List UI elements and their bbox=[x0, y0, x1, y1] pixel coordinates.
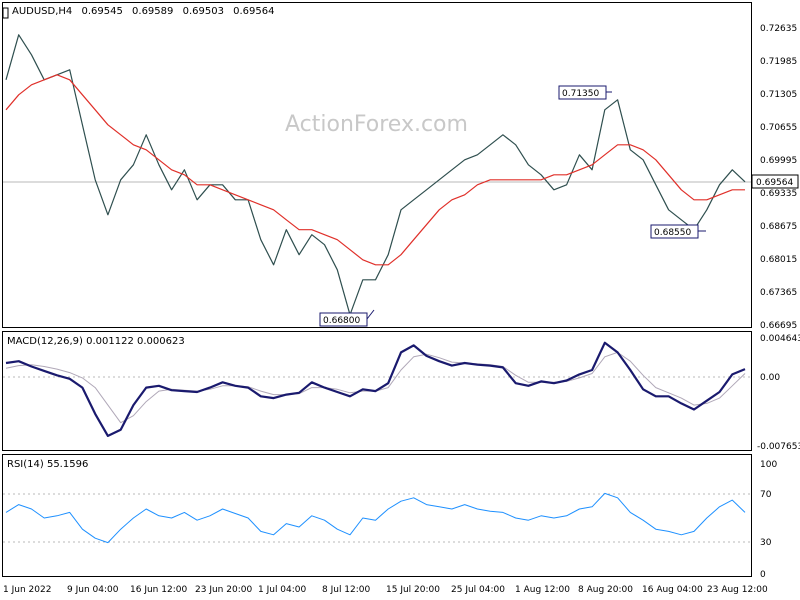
price-tick: 0.72635 bbox=[760, 24, 797, 34]
macd-tick: 0.004643 bbox=[760, 334, 800, 344]
time-tick: 9 Jun 04:00 bbox=[67, 585, 119, 595]
rsi-tick: 0 bbox=[760, 570, 766, 580]
time-tick: 1 Jul 04:00 bbox=[258, 585, 307, 595]
chart-header: AUDUSD,H4 0.69545 0.69589 0.69503 0.6956… bbox=[12, 6, 274, 17]
moving-average-line bbox=[5, 74, 745, 266]
time-tick: 23 Jun 20:00 bbox=[195, 585, 252, 595]
high-value: 0.69589 bbox=[132, 6, 173, 17]
price-tick: 0.68015 bbox=[760, 255, 797, 265]
rsi-tick: 30 bbox=[760, 538, 772, 548]
symbol-label: AUDUSD,H4 bbox=[12, 6, 72, 17]
recent-low-label-text: 0.68550 bbox=[654, 228, 691, 238]
price-tick: 0.68675 bbox=[760, 222, 797, 232]
macd-title: MACD(12,26,9) 0.001122 0.000623 bbox=[7, 336, 185, 347]
price-tick: 0.71305 bbox=[760, 90, 797, 100]
price-tick: 0.69335 bbox=[760, 189, 797, 199]
time-tick: 15 Jul 20:00 bbox=[386, 585, 440, 595]
watermark: ActionForex.com bbox=[285, 112, 468, 137]
rsi-panel bbox=[2, 454, 752, 577]
time-tick: 16 Aug 04:00 bbox=[642, 585, 703, 595]
current-price-text: 0.69564 bbox=[756, 178, 793, 188]
time-tick: 25 Jul 04:00 bbox=[451, 585, 505, 595]
price-tick: 0.66695 bbox=[760, 321, 797, 331]
time-tick: 1 Aug 12:00 bbox=[515, 585, 570, 595]
price-line bbox=[5, 34, 746, 316]
rsi-tick: 70 bbox=[760, 490, 772, 500]
time-tick: 23 Aug 12:00 bbox=[707, 585, 768, 595]
moving-average-series bbox=[5, 74, 745, 266]
time-tick: 8 Aug 20:00 bbox=[578, 585, 633, 595]
rsi-tick: 100 bbox=[760, 460, 777, 470]
macd-panel bbox=[2, 331, 752, 451]
rsi-line bbox=[5, 492, 746, 544]
price-annotations: 0.71350 0.66800 0.68550 bbox=[319, 85, 706, 327]
low-value: 0.69503 bbox=[183, 6, 224, 17]
main-panel bbox=[2, 2, 752, 328]
price-series bbox=[5, 34, 746, 316]
macd-tick: -0.007653 bbox=[757, 442, 800, 452]
time-tick: 16 Jun 12:00 bbox=[130, 585, 187, 595]
one-click-trade-icon[interactable] bbox=[2, 7, 9, 19]
price-axis: 0.72635 0.71985 0.71305 0.70655 0.69995 … bbox=[760, 24, 797, 331]
high-label-text: 0.71350 bbox=[562, 89, 599, 99]
macd-tick: 0.00 bbox=[760, 373, 780, 383]
low-label-leader bbox=[366, 309, 375, 320]
price-tick: 0.71985 bbox=[760, 57, 797, 67]
low-label-box bbox=[319, 312, 368, 327]
macd-series bbox=[5, 341, 746, 437]
time-tick: 8 Jul 12:00 bbox=[322, 585, 371, 595]
current-price-tag bbox=[751, 174, 799, 189]
rsi-title: RSI(14) 55.1596 bbox=[7, 459, 88, 470]
price-tick: 0.70655 bbox=[760, 123, 797, 133]
open-value: 0.69545 bbox=[81, 6, 122, 17]
time-tick: 1 Jun 2022 bbox=[3, 585, 51, 595]
rsi-series bbox=[5, 492, 746, 544]
time-axis: 1 Jun 2022 9 Jun 04:00 16 Jun 12:00 23 J… bbox=[3, 585, 768, 595]
close-value: 0.69564 bbox=[233, 6, 274, 17]
macd-main-line bbox=[5, 341, 746, 437]
price-tick: 0.67365 bbox=[760, 288, 797, 298]
low-label-text: 0.66800 bbox=[323, 316, 360, 326]
macd-signal-line bbox=[5, 351, 746, 424]
price-tick: 0.69995 bbox=[760, 156, 797, 166]
